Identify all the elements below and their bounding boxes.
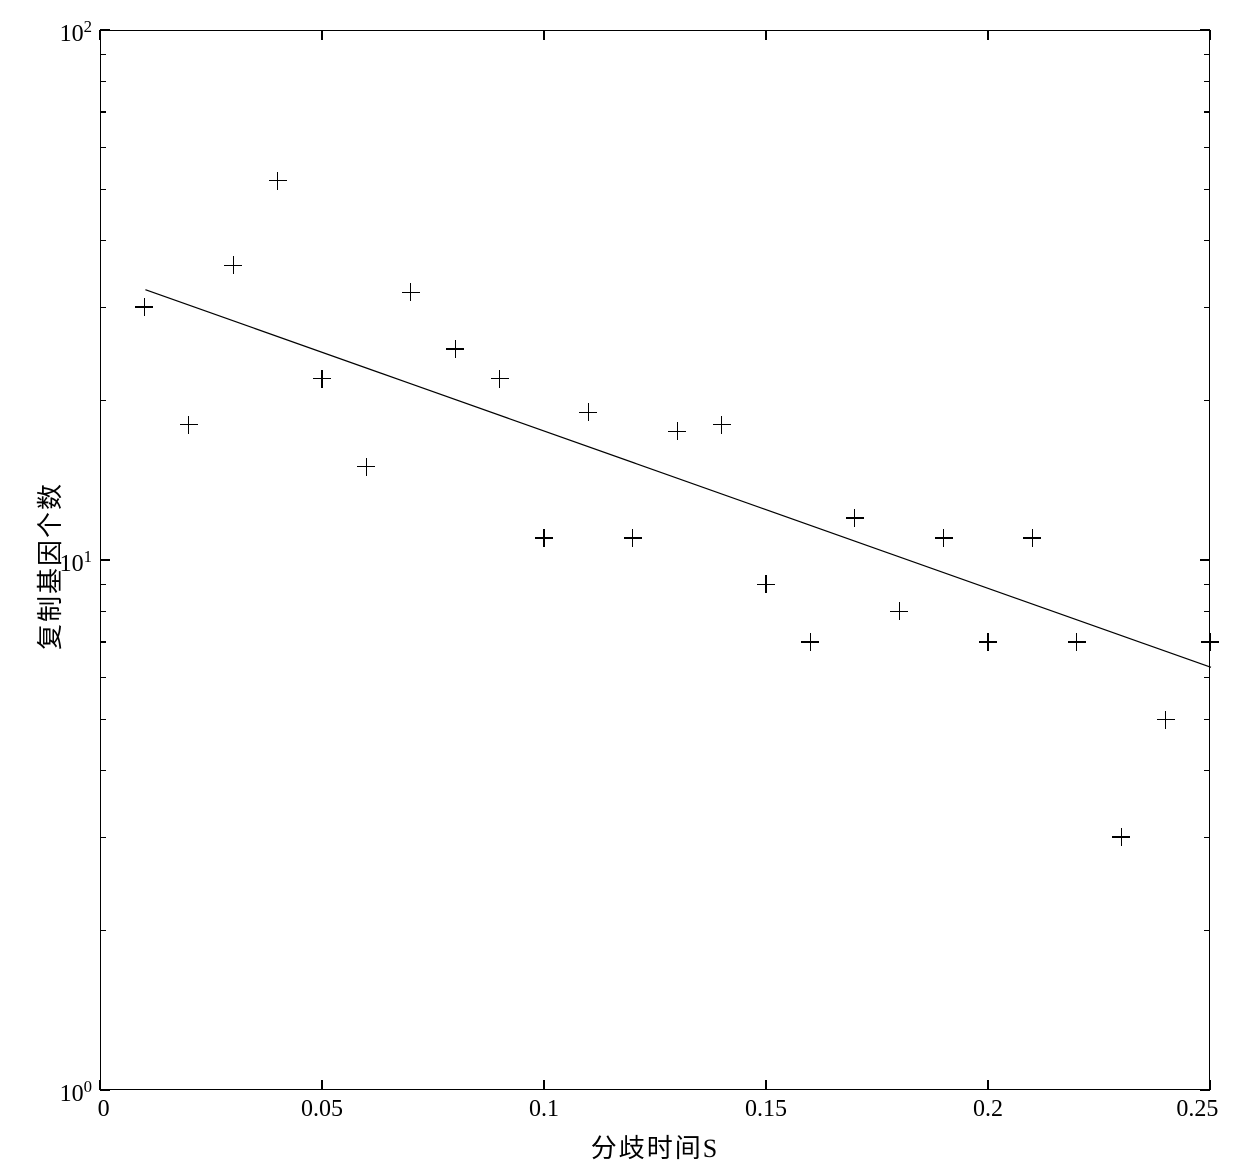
y-minor-tick — [100, 837, 106, 838]
trend-line — [101, 31, 1211, 1091]
y-tick — [100, 559, 110, 560]
x-tick — [987, 1080, 988, 1090]
x-tick-top — [99, 30, 100, 40]
y-minor-tick — [100, 111, 106, 112]
x-tick-label: 0.2 — [973, 1096, 1003, 1123]
y-minor-tick — [100, 770, 106, 771]
y-minor-tick-right — [1204, 641, 1210, 642]
y-tick-label: 100 — [60, 1077, 92, 1108]
y-minor-tick — [100, 719, 106, 720]
y-minor-tick-right — [1204, 240, 1210, 241]
x-tick-top — [1209, 30, 1210, 40]
y-minor-tick-right — [1204, 307, 1210, 308]
y-minor-tick-right — [1204, 770, 1210, 771]
y-minor-tick-right — [1204, 930, 1210, 931]
y-minor-tick — [100, 307, 106, 308]
x-tick — [765, 1080, 766, 1090]
x-tick — [543, 1080, 544, 1090]
y-tick-right — [1200, 29, 1210, 30]
y-minor-tick-right — [1204, 837, 1210, 838]
y-minor-tick-right — [1204, 189, 1210, 190]
x-tick-top — [321, 30, 322, 40]
y-minor-tick — [100, 930, 106, 931]
y-minor-tick — [100, 584, 106, 585]
y-minor-tick-right — [1204, 81, 1210, 82]
y-tick-label: 102 — [60, 17, 92, 48]
x-tick-top — [987, 30, 988, 40]
y-minor-tick-right — [1204, 677, 1210, 678]
y-minor-tick-right — [1204, 400, 1210, 401]
x-tick-top — [543, 30, 544, 40]
y-tick — [100, 1089, 110, 1090]
y-minor-tick-right — [1204, 111, 1210, 112]
x-tick-label: 0.1 — [529, 1096, 559, 1123]
y-tick — [100, 29, 110, 30]
y-tick-right — [1200, 559, 1210, 560]
x-tick-label: 0.25 — [1176, 1096, 1218, 1123]
y-minor-tick — [100, 189, 106, 190]
y-minor-tick — [100, 240, 106, 241]
x-tick-top — [765, 30, 766, 40]
y-minor-tick-right — [1204, 611, 1210, 612]
y-minor-tick — [100, 400, 106, 401]
x-tick-label: 0 — [98, 1096, 110, 1123]
y-minor-tick-right — [1204, 147, 1210, 148]
y-minor-tick-right — [1204, 584, 1210, 585]
y-minor-tick — [100, 611, 106, 612]
y-minor-tick — [100, 641, 106, 642]
figure-container: 分歧时间S 复制基因个数 00.050.10.150.20.2510010110… — [0, 0, 1240, 1161]
x-axis-label: 分歧时间S — [591, 1128, 719, 1165]
x-tick-label: 0.15 — [745, 1096, 787, 1123]
fit-line — [145, 290, 1211, 668]
x-tick — [321, 1080, 322, 1090]
y-minor-tick — [100, 54, 106, 55]
y-minor-tick — [100, 677, 106, 678]
y-minor-tick — [100, 81, 106, 82]
y-tick-label: 101 — [60, 547, 92, 578]
x-tick-label: 0.05 — [301, 1096, 343, 1123]
y-tick-right — [1200, 1089, 1210, 1090]
y-minor-tick — [100, 147, 106, 148]
y-minor-tick-right — [1204, 54, 1210, 55]
plot-area — [100, 30, 1210, 1090]
y-minor-tick-right — [1204, 719, 1210, 720]
